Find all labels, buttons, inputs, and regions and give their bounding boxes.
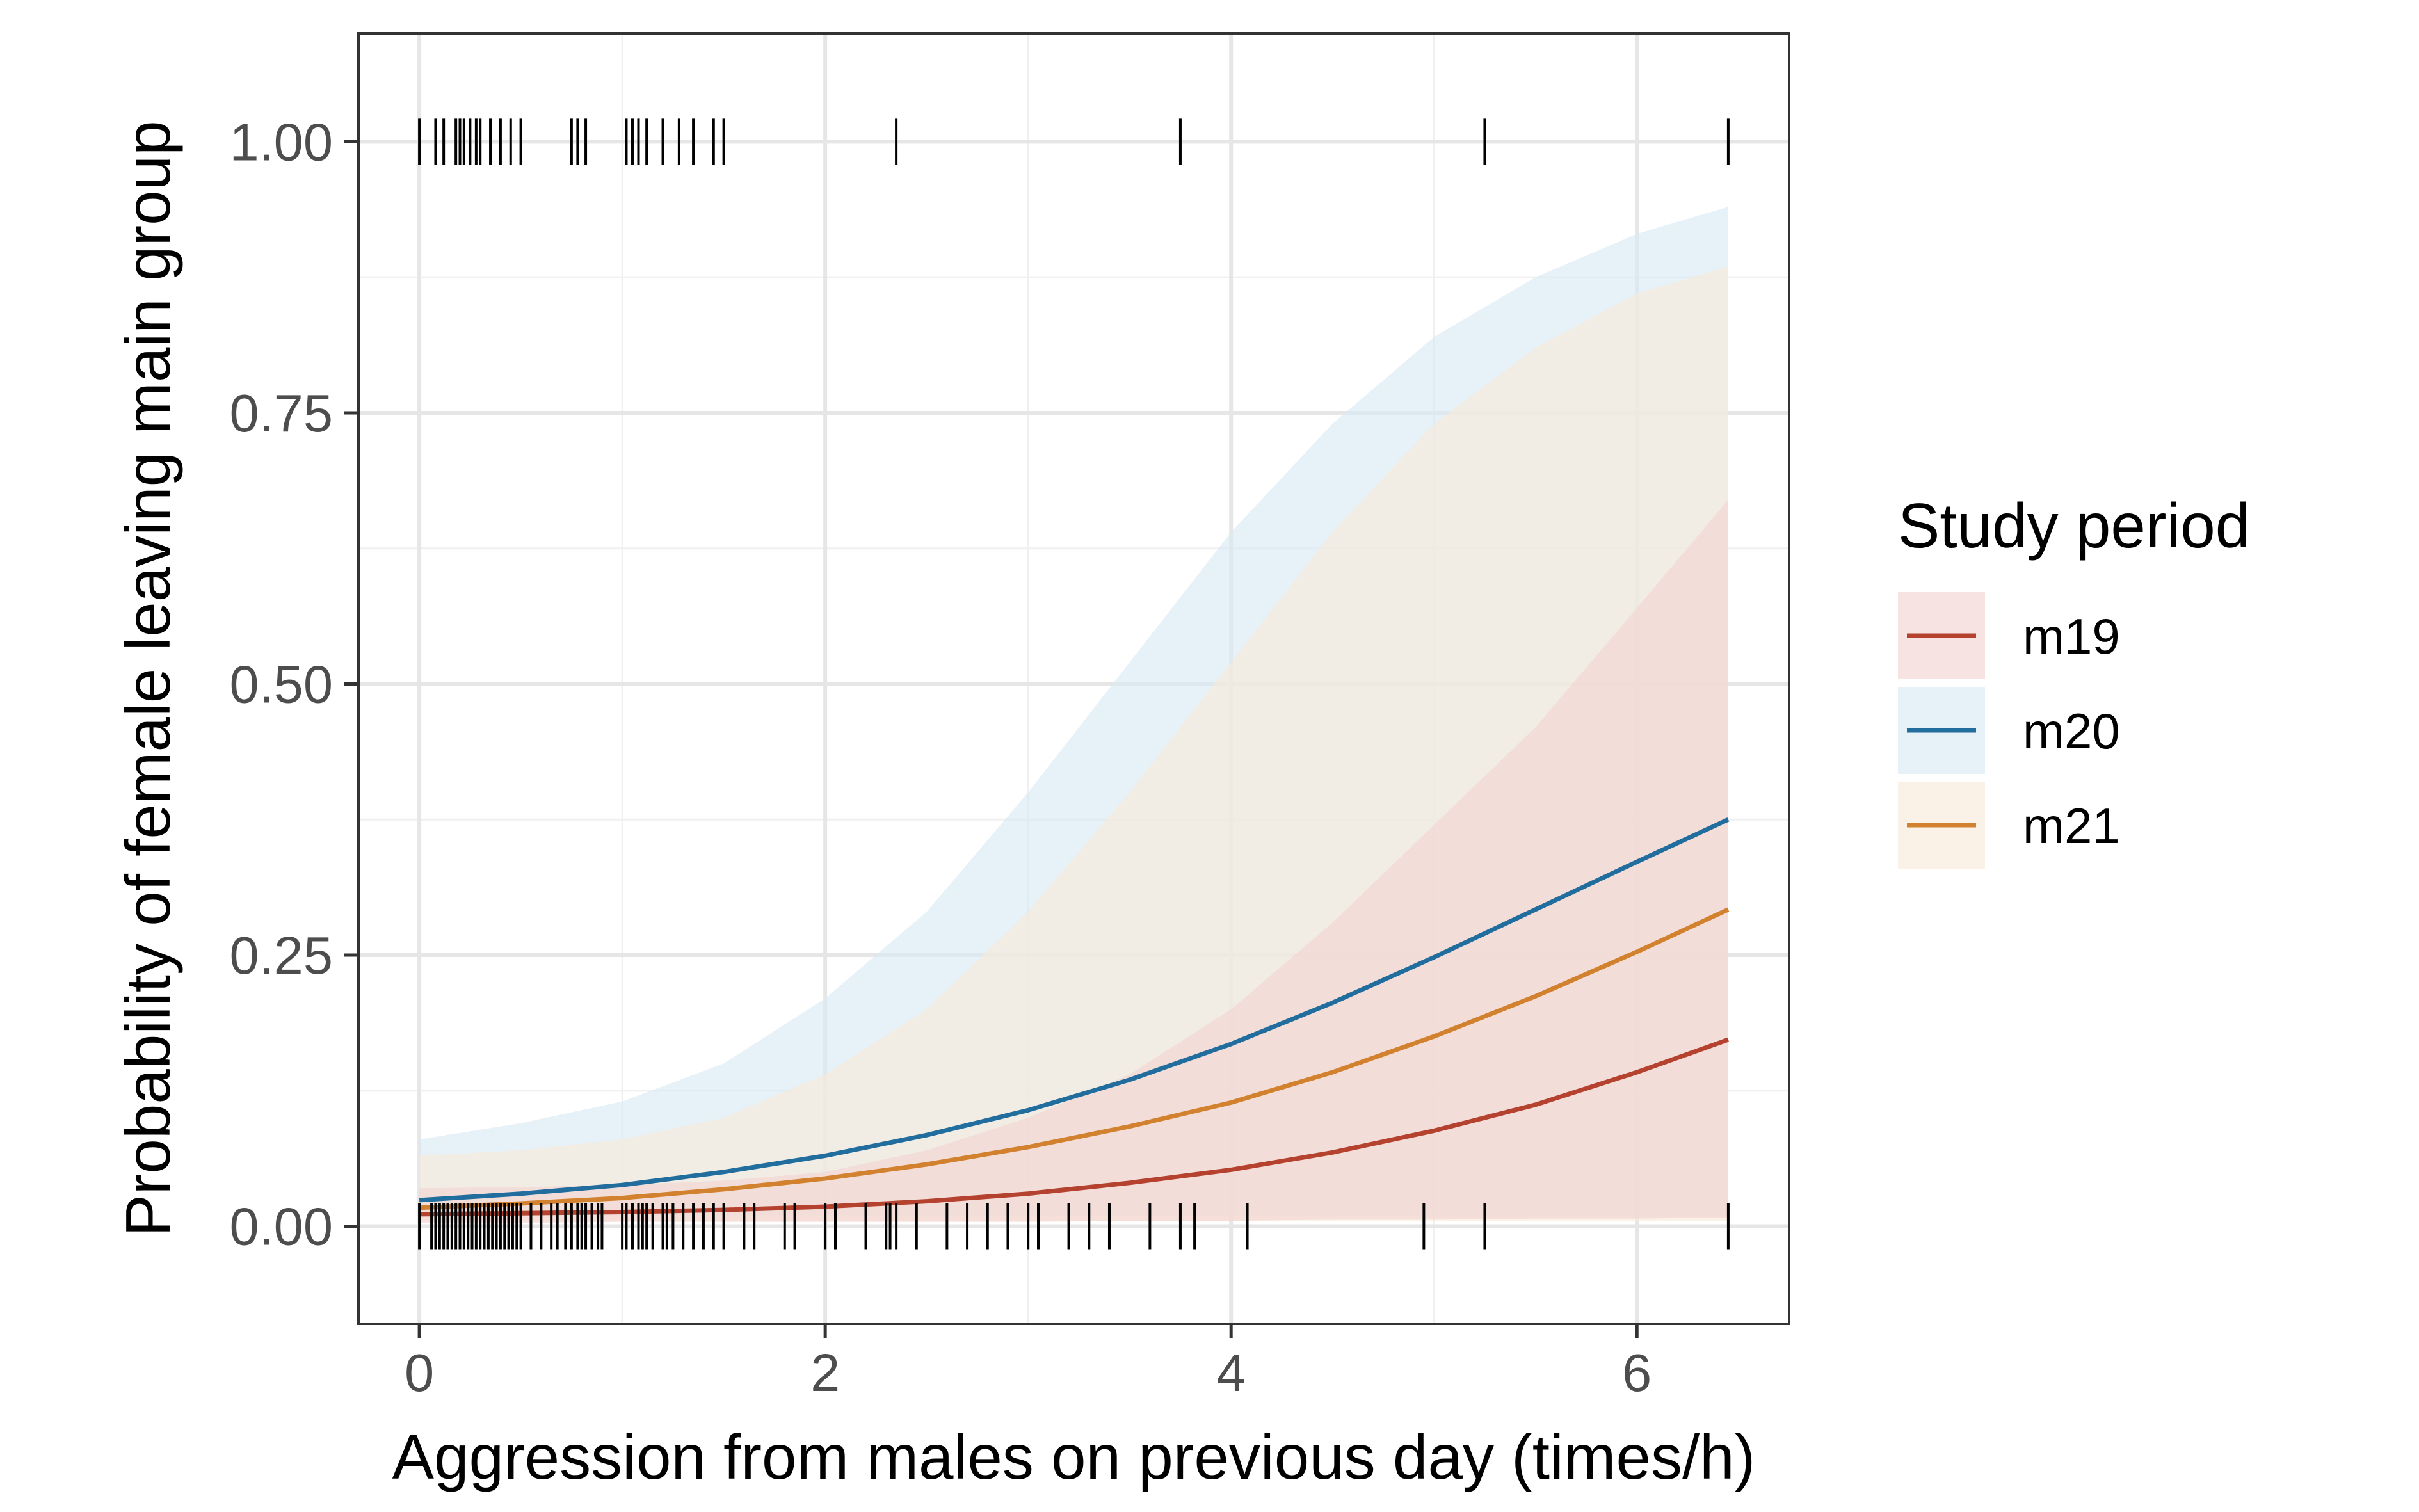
legend-label: m20 [2023, 703, 2120, 759]
legend-item-m19: m19 [1898, 592, 2120, 679]
y-tick-label: 0.50 [229, 654, 333, 714]
x-tick-label: 0 [405, 1343, 434, 1403]
rug-marks [418, 118, 1730, 1250]
y-tick-label: 1.00 [229, 112, 333, 172]
confidence-ribbons [419, 207, 1728, 1223]
plot-panel-border [357, 32, 1790, 1325]
axes: 0 2 4 6 0.00 0.25 0.50 0.75 1.00 [229, 112, 1652, 1403]
line-m20 [419, 817, 1730, 1203]
legend-item-m21: m21 [1898, 782, 2120, 869]
x-tick-label: 2 [810, 1343, 840, 1403]
y-tick-label: 0.25 [229, 926, 333, 985]
y-tick-label: 0.00 [229, 1197, 333, 1257]
y-tick-label: 0.75 [229, 383, 333, 443]
x-tick-label: 6 [1622, 1343, 1652, 1403]
legend-label: m19 [2023, 608, 2120, 664]
legend: Study period m19 m20 m21 [1898, 490, 2250, 869]
line-m21 [419, 907, 1730, 1210]
ribbon-m19 [419, 499, 1728, 1223]
x-axis-title: Aggression from males on previous day (t… [392, 1422, 1756, 1492]
legend-items: m19 m20 m21 [1898, 592, 2120, 869]
legend-label: m21 [2023, 798, 2120, 854]
legend-item-m20: m20 [1898, 687, 2120, 774]
y-axis-title: Probability of female leaving main group [113, 120, 183, 1236]
legend-title: Study period [1898, 490, 2250, 561]
x-tick-label: 4 [1216, 1343, 1246, 1403]
